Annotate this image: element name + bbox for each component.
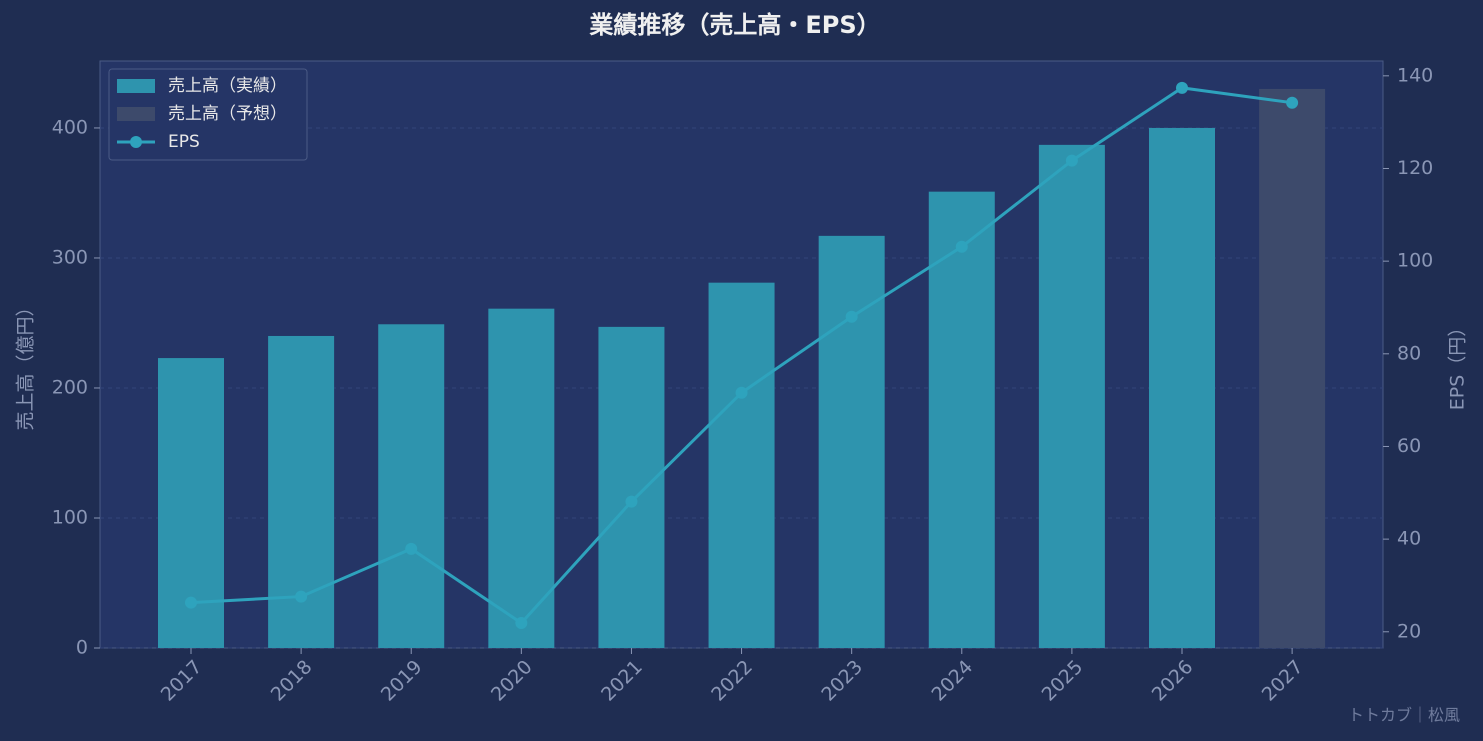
- y2-tick-label: 60: [1397, 435, 1421, 457]
- y2-tick-label: 20: [1397, 620, 1421, 642]
- bar: [378, 324, 445, 648]
- legend-marker: [130, 136, 142, 148]
- bar: [1038, 144, 1105, 648]
- y-tick-label: 200: [52, 376, 88, 398]
- y-tick-label: 0: [76, 637, 88, 659]
- marker: [1065, 154, 1078, 167]
- bar: [1259, 88, 1326, 648]
- marker: [955, 240, 968, 253]
- bar: [598, 326, 665, 648]
- bar: [1149, 127, 1215, 649]
- marker: [405, 542, 418, 555]
- watermark: トトカブ｜松風: [1348, 706, 1460, 725]
- chart-title: 業績推移（売上高・EPS）: [589, 11, 880, 39]
- marker: [625, 495, 638, 508]
- bar: [818, 235, 885, 648]
- y-tick-label: 300: [52, 246, 88, 268]
- marker: [295, 590, 308, 603]
- y-tick-label: 100: [52, 506, 88, 528]
- bar: [708, 282, 775, 648]
- legend-label: 売上高（実績）: [168, 76, 287, 96]
- bar: [488, 308, 555, 648]
- y2-tick-label: 140: [1397, 64, 1433, 86]
- legend-label: 売上高（予想）: [168, 104, 287, 124]
- y-axis-label: 売上高（億円）: [15, 297, 37, 430]
- legend-swatch: [117, 79, 155, 93]
- marker: [1286, 96, 1299, 109]
- y-tick-label: 400: [52, 116, 88, 138]
- marker: [845, 310, 858, 323]
- y2-tick-label: 100: [1397, 250, 1433, 272]
- marker: [735, 386, 748, 399]
- marker: [1176, 81, 1188, 94]
- y2-tick-label: 80: [1397, 342, 1421, 364]
- bar: [928, 191, 995, 648]
- legend-label: EPS: [168, 132, 200, 152]
- legend-box: [108, 68, 308, 161]
- y2-axis-label: EPS（円）: [1447, 318, 1469, 411]
- y2-tick-label: 120: [1397, 157, 1433, 179]
- marker: [185, 596, 197, 609]
- y2-tick-label: 40: [1397, 528, 1421, 550]
- legend-swatch: [117, 107, 155, 121]
- marker: [515, 616, 528, 629]
